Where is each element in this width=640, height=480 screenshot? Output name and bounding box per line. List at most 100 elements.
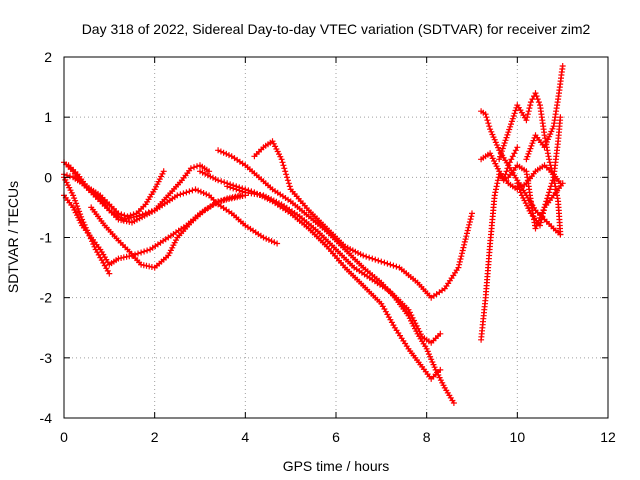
data-point [223, 150, 230, 157]
data-point [508, 121, 514, 128]
data-point [118, 211, 125, 218]
axis-ticks [63, 56, 609, 419]
data-point [79, 216, 86, 223]
data-point [541, 144, 548, 151]
data-point [527, 145, 534, 152]
data-point [77, 211, 84, 218]
data-point [431, 364, 438, 371]
data-point [482, 111, 489, 118]
data-point [381, 259, 388, 266]
data-point [70, 192, 77, 199]
data-point [524, 153, 531, 160]
data-point [74, 203, 81, 210]
data-point [90, 241, 97, 248]
y-tick-label: -1 [40, 230, 53, 246]
data-point [488, 128, 495, 135]
data-point [467, 216, 474, 223]
data-point [81, 221, 88, 228]
data-point [524, 111, 531, 118]
data-point [141, 248, 148, 255]
x-tick-label: 4 [241, 429, 249, 445]
data-point [495, 144, 502, 151]
data-point [390, 262, 397, 269]
data-point [86, 232, 93, 239]
data-point [506, 126, 513, 133]
data-point [546, 159, 553, 166]
data-point [485, 120, 492, 127]
data-point [450, 400, 457, 406]
series-track-10 [251, 138, 475, 301]
data-point [220, 149, 227, 156]
data-point [265, 236, 272, 243]
data-point [483, 114, 490, 121]
data-point [504, 131, 511, 138]
data-point [285, 180, 292, 187]
data-point [526, 105, 533, 112]
data-point [87, 235, 94, 242]
data-point [515, 183, 522, 190]
data-point [224, 183, 231, 190]
data-point [260, 234, 267, 241]
data-point [230, 185, 237, 192]
data-point [278, 156, 285, 163]
data-point [523, 156, 530, 163]
data-point [460, 244, 467, 251]
data-point [548, 128, 555, 135]
x-tick-label: 12 [600, 429, 616, 445]
data-point [501, 140, 508, 146]
series-track-9 [224, 183, 444, 346]
data-point [459, 250, 465, 257]
data-point [217, 148, 224, 155]
chart-title: Day 318 of 2022, Sidereal Day-to-day VTE… [82, 21, 591, 37]
data-point [286, 183, 293, 190]
data-point [281, 165, 288, 172]
data-point [540, 207, 547, 214]
data-point [508, 118, 515, 125]
data-point [535, 99, 542, 106]
data-point [67, 173, 73, 180]
data-point [227, 184, 234, 191]
data-point [180, 190, 187, 197]
data-point [85, 230, 92, 237]
data-point [530, 137, 537, 144]
data-point [73, 200, 80, 207]
series-track-6 [88, 192, 249, 271]
data-point [194, 163, 200, 170]
data-point [462, 236, 469, 243]
data-point [82, 224, 89, 231]
x-tick-label: 2 [151, 429, 159, 445]
data-point [505, 129, 512, 136]
data-point [187, 165, 194, 172]
data-point [537, 219, 544, 226]
data-point [78, 213, 85, 220]
data-point [559, 63, 566, 69]
data-point [534, 96, 541, 103]
data-point [516, 186, 523, 193]
data-point [559, 180, 566, 187]
data-point [263, 235, 270, 242]
data-point [469, 210, 475, 217]
data-point [511, 110, 518, 117]
data-point [496, 156, 503, 163]
data-point [455, 264, 462, 271]
data-point [226, 152, 232, 159]
data-point [532, 225, 539, 232]
data-point [509, 115, 516, 122]
y-tick-label: -4 [40, 410, 53, 426]
data-point [463, 233, 470, 240]
data-point [464, 227, 471, 234]
data-point [271, 239, 278, 246]
data-point [127, 212, 134, 219]
data-point [268, 238, 275, 245]
data-point [177, 191, 184, 198]
data-point [491, 136, 498, 143]
y-tick-label: 0 [44, 169, 52, 185]
data-point [121, 212, 128, 219]
data-point [387, 261, 394, 268]
data-point [498, 148, 505, 155]
data-point [547, 183, 554, 190]
series-track-3 [61, 168, 167, 220]
data-point [135, 250, 141, 257]
y-tick-label: 1 [44, 109, 52, 125]
